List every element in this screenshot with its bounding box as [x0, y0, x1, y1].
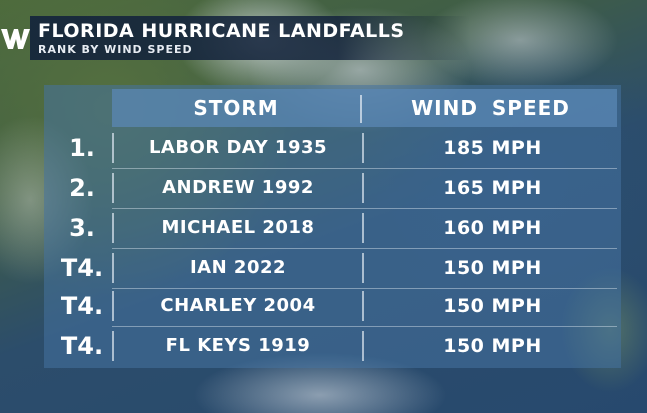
row-separator: [112, 288, 617, 289]
wind-speed-cell: 150 MPH: [443, 335, 542, 357]
row-divider: [362, 133, 364, 163]
header-banner: FLORIDA HURRICANE LANDFALLS RANK BY WIND…: [30, 16, 470, 60]
row-separator: [112, 248, 617, 249]
table-row: T4. IAN 2022 150 MPH: [44, 249, 621, 289]
column-header-storm: STORM: [193, 96, 279, 120]
header-divider: [360, 95, 362, 123]
row-divider: [112, 331, 114, 361]
table-row: 2. ANDREW 1992 165 MPH: [44, 169, 621, 209]
rank-cell: T4.: [60, 254, 104, 282]
row-separator: [112, 208, 617, 209]
row-divider: [362, 253, 364, 283]
row-separator: [112, 168, 617, 169]
page-subtitle: RANK BY WIND SPEED: [38, 43, 193, 56]
row-divider: [362, 173, 364, 203]
row-divider: [112, 213, 114, 243]
wind-speed-cell: 165 MPH: [443, 177, 542, 199]
storm-cell: LABOR DAY 1935: [148, 137, 328, 158]
rank-cell: T4.: [60, 332, 104, 360]
rankings-table: STORM WIND SPEED 1. LABOR DAY 1935 185 M…: [44, 85, 621, 368]
wind-speed-cell: 185 MPH: [443, 137, 542, 159]
wind-speed-cell: 160 MPH: [443, 217, 542, 239]
row-divider: [362, 331, 364, 361]
storm-cell: IAN 2022: [189, 257, 287, 278]
rank-cell: 3.: [69, 214, 95, 242]
storm-cell: ANDREW 1992: [162, 177, 314, 198]
rank-cell: 2.: [69, 174, 95, 202]
row-divider: [112, 173, 114, 203]
table-row: 3. MICHAEL 2018 160 MPH: [44, 209, 621, 249]
row-divider: [362, 213, 364, 243]
row-divider: [112, 253, 114, 283]
table-row: T4. CHARLEY 2004 150 MPH: [44, 287, 621, 327]
row-divider: [362, 291, 364, 321]
wind-speed-cell: 150 MPH: [443, 257, 542, 279]
storm-cell: CHARLEY 2004: [160, 295, 316, 316]
rank-cell: 1.: [69, 134, 95, 162]
row-divider: [112, 291, 114, 321]
wind-speed-cell: 150 MPH: [443, 295, 542, 317]
row-separator: [112, 326, 617, 327]
wn-logo-icon: [0, 20, 30, 56]
storm-cell: FL KEYS 1919: [165, 335, 311, 356]
row-divider: [112, 133, 114, 163]
table-header: STORM WIND SPEED: [112, 89, 617, 127]
storm-cell: MICHAEL 2018: [161, 217, 315, 238]
column-header-wind-speed: WIND SPEED: [411, 96, 570, 120]
table-row: T4. FL KEYS 1919 150 MPH: [44, 327, 621, 365]
page-title: FLORIDA HURRICANE LANDFALLS: [38, 20, 405, 42]
rank-cell: T4.: [60, 292, 104, 320]
table-row: 1. LABOR DAY 1935 185 MPH: [44, 129, 621, 169]
